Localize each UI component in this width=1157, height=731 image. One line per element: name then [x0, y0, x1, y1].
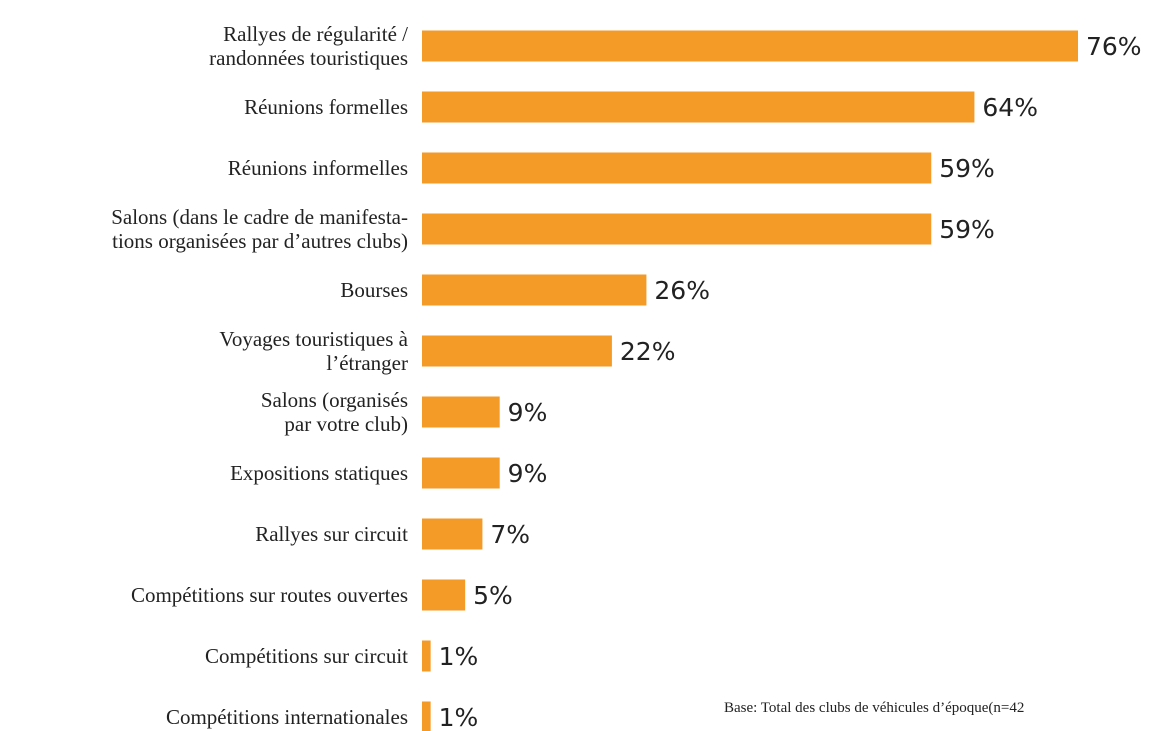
- bar: [422, 518, 483, 550]
- category-label: Salons (dans le cadre de manifesta-tions…: [111, 205, 408, 253]
- bar: [422, 640, 431, 672]
- category-label: Compétitions sur circuit: [205, 644, 408, 668]
- bar: [422, 396, 500, 428]
- bar: [422, 30, 1078, 62]
- value-label: 59%: [939, 215, 995, 244]
- value-label: 9%: [508, 398, 548, 427]
- value-label: 76%: [1086, 32, 1142, 61]
- value-label: 26%: [654, 276, 710, 305]
- bar: [422, 91, 975, 123]
- bar: [422, 213, 932, 245]
- value-label: 64%: [982, 93, 1038, 122]
- value-label: 1%: [439, 703, 479, 731]
- category-label: Salons (organisés par votre club): [261, 388, 408, 436]
- category-label: Rallyes sur circuit: [255, 522, 408, 546]
- category-label: Bourses: [340, 278, 408, 302]
- bar: [422, 152, 932, 184]
- category-label: Expositions statiques: [230, 461, 408, 485]
- value-label: 1%: [439, 642, 479, 671]
- value-label: 5%: [473, 581, 513, 610]
- bar: [422, 457, 500, 489]
- bar: [422, 335, 612, 367]
- category-label: Rallyes de régularité / randonnées touris…: [209, 22, 408, 70]
- category-label: Réunions formelles: [244, 95, 408, 119]
- value-label: 22%: [620, 337, 676, 366]
- category-label: Compétitions sur routes ouvertes: [131, 583, 408, 607]
- bar: [422, 701, 431, 731]
- footnote: Base: Total des clubs de véhicules d’épo…: [724, 700, 1024, 716]
- value-label: 9%: [508, 459, 548, 488]
- category-label: Voyages touristiques à l’étranger: [219, 327, 408, 375]
- value-label: 59%: [939, 154, 995, 183]
- category-label: Compétitions internationales: [166, 705, 408, 729]
- category-label: Réunions informelles: [228, 156, 408, 180]
- value-label: 7%: [490, 520, 530, 549]
- bar: [422, 274, 647, 306]
- bar: [422, 579, 466, 611]
